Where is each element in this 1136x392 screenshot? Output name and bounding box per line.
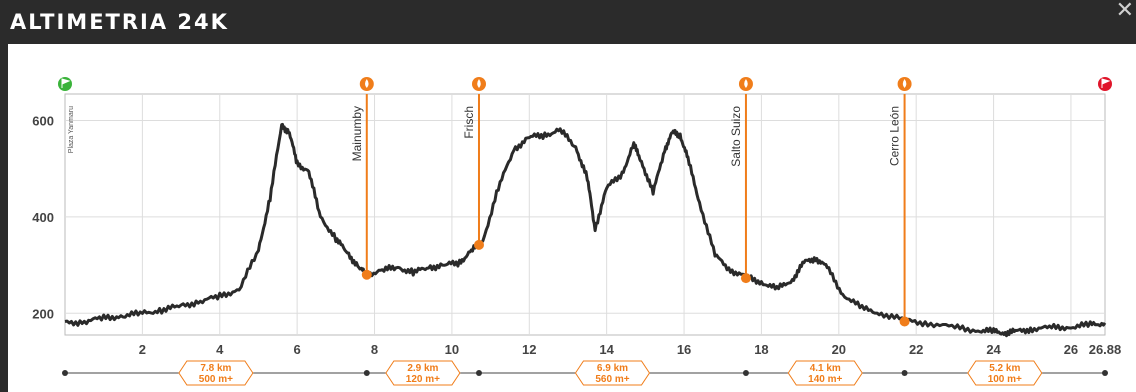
segment-gain: 500 m+ (199, 374, 233, 385)
aid-station-point[interactable] (361, 269, 372, 280)
elevation-line (64, 122, 1107, 338)
water-drop-glyph (902, 79, 907, 88)
chart-panel (0, 44, 1136, 392)
close-icon[interactable]: ✕ (1115, 0, 1134, 23)
x-tick-label: 12 (522, 342, 536, 357)
y-tick-label: 600 (32, 114, 54, 129)
segment-gain: 100 m+ (988, 374, 1022, 385)
water-drop-glyph (477, 79, 481, 88)
segment-badge (967, 360, 1043, 386)
x-tick-label: 10 (445, 342, 459, 357)
ruler-dot (475, 370, 482, 376)
start-label: Plaza Yanmaru (68, 106, 75, 153)
flag-glyph (61, 78, 71, 88)
start-flag-icon[interactable] (58, 77, 72, 91)
plot-frame (64, 93, 1106, 336)
aid-station-label: Salto Suizo (729, 106, 743, 167)
ruler-dot (363, 370, 370, 376)
aid-station-point[interactable] (473, 239, 484, 250)
segment-gain: 140 m+ (808, 374, 842, 385)
water-drop-glyph (365, 79, 369, 88)
segment-distance: 4.1 km (810, 363, 841, 374)
ruler-dot (62, 370, 68, 376)
x-tick-label: 18 (754, 342, 768, 357)
aid-station-label: Cerro León (888, 106, 902, 166)
page-title: ALTIMETRIA 24K (10, 10, 229, 34)
title-bar: ALTIMETRIA 24K ✕ (0, 0, 1136, 44)
water-drop-glyph (744, 79, 748, 88)
y-tick-label: 200 (32, 306, 54, 321)
segment-badge (574, 360, 651, 386)
segment-distance: 2.9 km (407, 363, 438, 374)
finish-flag-icon[interactable] (1098, 77, 1112, 91)
y-tick-label: 400 (32, 210, 54, 225)
segment-gain: 120 m+ (406, 374, 440, 385)
segment-distance: 6.9 km (597, 363, 628, 374)
segment-badge (787, 360, 863, 386)
x-tick-label: 4 (216, 342, 224, 357)
ruler-dot (1102, 370, 1108, 376)
segment-gain: 560 m+ (595, 374, 629, 385)
x-tick-label: 6 (294, 342, 301, 357)
x-tick-label: 8 (371, 342, 378, 357)
ruler-dot (901, 370, 908, 376)
x-tick-label: 26 (1064, 342, 1078, 357)
x-tick-label: 22 (909, 342, 923, 357)
x-tick-label: 16 (677, 342, 691, 357)
x-tick-label: 20 (832, 342, 846, 357)
x-tick-label: 14 (599, 342, 614, 357)
segment-badge (178, 360, 254, 386)
flag-glyph (1101, 78, 1111, 88)
x-tick-label: 26.88 (1089, 342, 1122, 357)
x-tick-label: 2 (139, 342, 146, 357)
ruler-dot (742, 370, 749, 376)
x-tick-label: 24 (986, 342, 1001, 357)
aid-station-point[interactable] (740, 273, 751, 284)
aid-station-label: Frisch (462, 106, 476, 139)
segment-distance: 5.2 km (989, 363, 1020, 374)
segment-badge (385, 360, 461, 386)
segment-distance: 7.8 km (200, 363, 231, 374)
aid-station-label: Mainumby (350, 106, 364, 161)
aid-station-point[interactable] (899, 316, 910, 327)
